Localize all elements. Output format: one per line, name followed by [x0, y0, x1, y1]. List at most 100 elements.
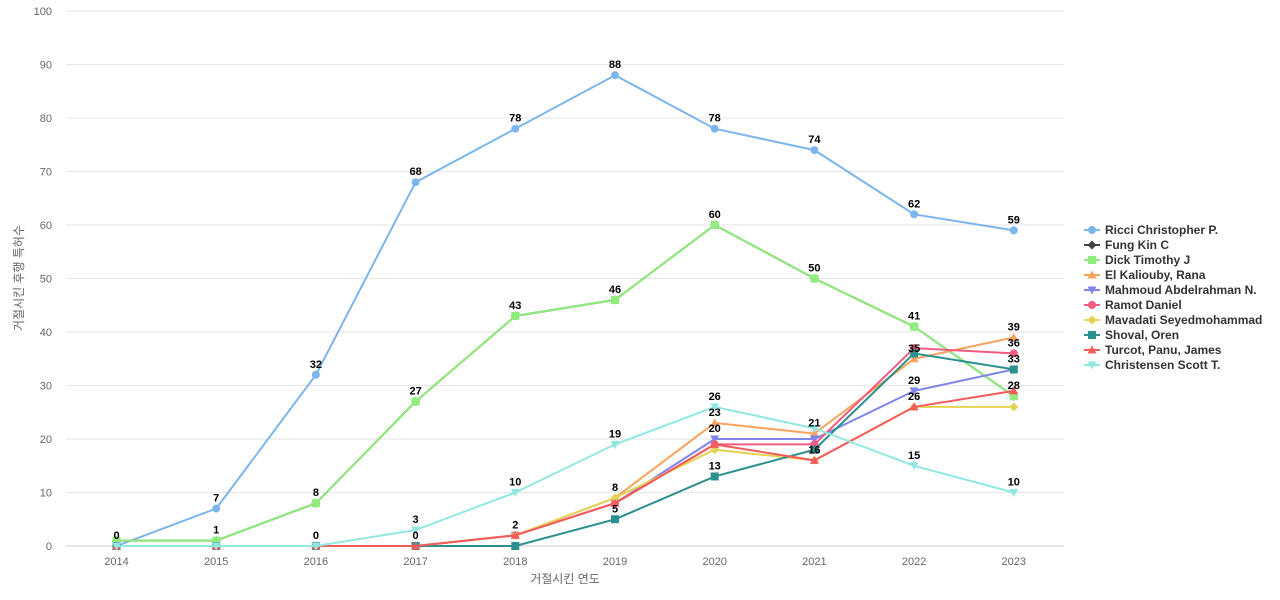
- legend-marker: [1087, 270, 1097, 279]
- x-tick-label: 2021: [802, 556, 826, 568]
- data-label: 88: [609, 59, 621, 71]
- data-point: [809, 424, 819, 433]
- data-point: [511, 311, 520, 320]
- data-label: 0: [413, 530, 419, 542]
- y-axis: 0 10 20 30 40 50 60 70 80 90 100: [34, 6, 52, 553]
- legend-marker: [1087, 315, 1097, 325]
- x-tick-label: 2018: [503, 556, 527, 568]
- data-label: 13: [709, 460, 721, 472]
- data-point: [1009, 332, 1019, 341]
- data-point: [1009, 386, 1019, 395]
- data-point: [710, 472, 719, 481]
- legend-item[interactable]: Turcot, Panu, James: [1084, 343, 1222, 357]
- series-5: [112, 365, 1019, 551]
- series-line: [116, 223, 1015, 542]
- legend-item[interactable]: Christensen Scott T.: [1084, 358, 1220, 372]
- data-label: 78: [709, 113, 721, 125]
- x-tick-label: 2014: [104, 556, 128, 568]
- legend-label: Ramot Daniel: [1105, 298, 1182, 312]
- series-10: [112, 403, 1019, 551]
- legend-item[interactable]: Dick Timothy J: [1084, 253, 1190, 267]
- data-label: 5: [612, 503, 618, 515]
- data-label: 36: [1008, 337, 1020, 349]
- data-point: [710, 439, 720, 448]
- data-label: 16: [808, 444, 820, 456]
- legend-marker: [1087, 345, 1097, 354]
- data-point: [910, 210, 919, 219]
- data-point: [510, 530, 520, 539]
- legend-item[interactable]: Shoval, Oren: [1084, 328, 1179, 342]
- data-label: 28: [1008, 380, 1020, 392]
- data-label: 78: [509, 113, 521, 125]
- data-label: 0: [313, 530, 319, 542]
- data-label: 0: [113, 530, 119, 542]
- data-label: 41: [908, 311, 920, 323]
- data-point: [212, 504, 221, 513]
- y-tick-label: 10: [40, 488, 52, 500]
- x-tick-label: 2016: [304, 556, 328, 568]
- data-point: [112, 542, 121, 551]
- x-tick-label: 2019: [603, 556, 627, 568]
- data-point: [511, 542, 520, 550]
- series-line: [116, 405, 1014, 547]
- x-axis: 2014 2015 2016 2017 2018 2019 2020 2021 2022 2023: [104, 556, 1026, 568]
- legend-label: Dick Timothy J: [1105, 253, 1190, 267]
- y-tick-label: 60: [40, 220, 52, 232]
- legend-marker: [1087, 361, 1097, 370]
- data-point: [411, 397, 420, 406]
- data-label: 3: [413, 514, 419, 526]
- y-tick-label: 50: [40, 274, 52, 286]
- series-layer: [112, 71, 1019, 551]
- legend-marker: [1088, 226, 1096, 234]
- data-label: 26: [709, 391, 721, 403]
- data-label: 1: [213, 525, 219, 537]
- data-label: 68: [409, 166, 421, 178]
- data-point: [710, 221, 719, 229]
- y-tick-label: 70: [40, 167, 52, 179]
- data-point: [1009, 349, 1018, 358]
- data-point: [610, 493, 620, 503]
- data-label: 33: [1008, 353, 1020, 365]
- data-label: 23: [709, 407, 721, 419]
- data-label: 62: [908, 198, 920, 210]
- data-point: [112, 536, 121, 545]
- y-tick-label: 40: [40, 327, 52, 339]
- legend-item[interactable]: Ricci Christopher P.: [1084, 223, 1218, 237]
- data-label: 21: [808, 418, 820, 430]
- data-point: [810, 146, 819, 155]
- y-tick-label: 20: [40, 434, 52, 446]
- data-point: [611, 295, 619, 304]
- data-point: [909, 402, 919, 411]
- series-3: [112, 221, 1018, 545]
- data-point: [810, 445, 819, 454]
- legend-item[interactable]: El Kaliouby, Rana: [1084, 268, 1206, 282]
- y-tick-label: 30: [40, 381, 52, 393]
- data-point: [1009, 392, 1018, 401]
- x-axis-title: 거절시킨 연도: [530, 572, 600, 586]
- legend-item[interactable]: Fung Kin C: [1084, 238, 1169, 252]
- x-tick-label: 2015: [204, 556, 228, 568]
- data-point: [909, 462, 919, 471]
- legend-item[interactable]: Mahmoud Abdelrahman N.: [1084, 283, 1257, 297]
- data-label: 29: [908, 375, 920, 387]
- data-point: [1009, 226, 1018, 235]
- data-label: 10: [509, 477, 521, 489]
- data-point: [710, 418, 720, 427]
- data-point: [909, 354, 919, 363]
- series-line: [116, 74, 1014, 547]
- data-point: [311, 542, 321, 551]
- data-point: [909, 387, 919, 396]
- legend-item[interactable]: Mavadati Seyedmohammad: [1084, 313, 1262, 327]
- data-point: [610, 498, 620, 507]
- data-label: 46: [609, 284, 621, 296]
- data-label: 7: [213, 493, 219, 505]
- data-label: 2: [512, 519, 518, 531]
- data-point: [211, 542, 221, 551]
- data-point: [910, 349, 919, 358]
- data-label: 8: [313, 487, 319, 499]
- legend-label: Fung Kin C: [1105, 238, 1169, 252]
- legend-item[interactable]: Ramot Daniel: [1084, 298, 1182, 312]
- y-tick-label: 90: [40, 60, 52, 72]
- y-tick-label: 80: [40, 113, 52, 125]
